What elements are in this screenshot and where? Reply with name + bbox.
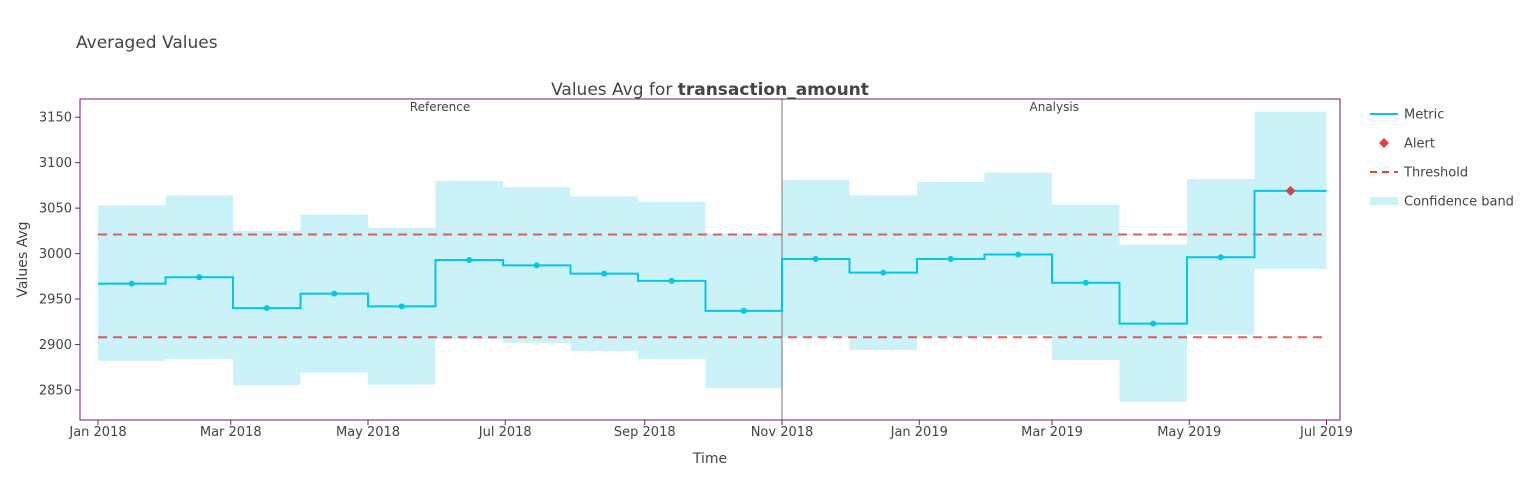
legend-label-confidence-band: Confidence band bbox=[1404, 195, 1514, 210]
metric-point-7 bbox=[601, 270, 608, 277]
x-axis-title: Time bbox=[692, 451, 727, 467]
y-tick-label: 3100 bbox=[39, 156, 72, 171]
y-tick-label: 3000 bbox=[39, 247, 72, 262]
metric-point-14 bbox=[1082, 279, 1089, 286]
y-tick-label: 3150 bbox=[39, 111, 72, 126]
metric-point-10 bbox=[812, 256, 819, 263]
metric-point-11 bbox=[880, 269, 887, 276]
metric-point-5 bbox=[466, 256, 473, 263]
legend-swatch-alert bbox=[1379, 138, 1389, 148]
metric-layer bbox=[98, 185, 1327, 327]
chart-title: Values Avg for transaction_amount bbox=[551, 80, 869, 100]
metric-point-0 bbox=[128, 280, 135, 287]
x-tick-label: Mar 2018 bbox=[200, 425, 262, 440]
x-tick-label: May 2019 bbox=[1157, 425, 1221, 440]
metric-point-13 bbox=[1015, 251, 1022, 258]
confidence-band-layer bbox=[98, 111, 1327, 402]
y-tick-label: 2850 bbox=[39, 383, 72, 398]
period-label-analysis: Analysis bbox=[1030, 100, 1079, 114]
chart-title-column: transaction_amount bbox=[678, 80, 869, 100]
period-labels: Reference Analysis bbox=[410, 100, 1079, 114]
x-tick-label: Jul 2019 bbox=[1299, 425, 1353, 440]
legend-swatch-confidence-band bbox=[1370, 197, 1398, 205]
metric-point-1 bbox=[196, 274, 203, 281]
x-tick-label: Nov 2018 bbox=[751, 425, 814, 440]
page-title: Averaged Values bbox=[76, 33, 218, 53]
legend: Metric Alert Threshold Confidence band bbox=[1370, 108, 1514, 210]
x-tick-label: Jul 2018 bbox=[478, 425, 532, 440]
x-tick-label: Sep 2018 bbox=[614, 425, 676, 440]
metric-point-9 bbox=[740, 307, 747, 314]
period-label-reference: Reference bbox=[410, 100, 470, 114]
y-tick-label: 3050 bbox=[39, 202, 72, 217]
y-tick-label: 2950 bbox=[39, 293, 72, 308]
metric-point-3 bbox=[331, 290, 338, 297]
x-tick-label: Mar 2019 bbox=[1021, 425, 1083, 440]
metric-point-8 bbox=[668, 277, 675, 284]
metric-point-12 bbox=[947, 256, 954, 263]
x-tick-label: Jan 2019 bbox=[890, 425, 948, 440]
metric-point-2 bbox=[263, 305, 270, 312]
metric-point-6 bbox=[533, 262, 540, 269]
metric-point-4 bbox=[398, 303, 405, 310]
chart-title-prefix: Values Avg for bbox=[551, 80, 678, 100]
metric-point-15 bbox=[1150, 320, 1157, 327]
alert-marker-17 bbox=[1285, 185, 1296, 196]
metric-step-line bbox=[98, 189, 1327, 325]
plot-frame bbox=[79, 98, 1341, 421]
metric-point-16 bbox=[1217, 254, 1224, 261]
threshold-layer bbox=[98, 233, 1327, 339]
x-tick-label: Jan 2018 bbox=[68, 425, 126, 440]
y-axis: 2850 2900 2950 3000 3050 3100 3150 bbox=[39, 111, 80, 398]
legend-label-alert: Alert bbox=[1404, 137, 1435, 152]
legend-label-threshold: Threshold bbox=[1403, 166, 1468, 181]
y-axis-title: Values Avg bbox=[15, 221, 31, 297]
x-tick-label: May 2018 bbox=[336, 425, 400, 440]
legend-label-metric: Metric bbox=[1404, 108, 1444, 123]
y-tick-label: 2900 bbox=[39, 338, 72, 353]
x-axis: Jan 2018 Mar 2018 May 2018 Jul 2018 Sep 2018… bbox=[68, 420, 1353, 440]
